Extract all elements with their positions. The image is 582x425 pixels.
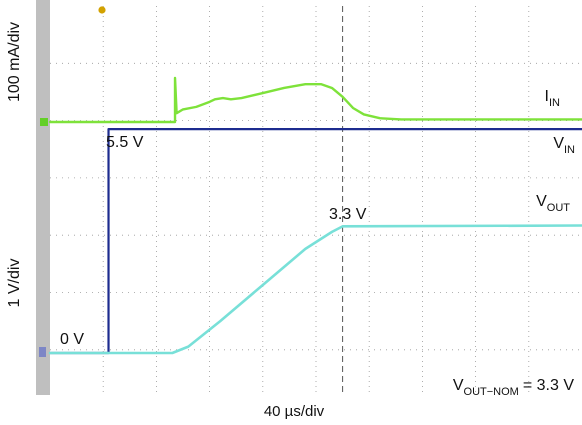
vin-label-sub: IN [564, 144, 575, 156]
vout-nominal-value: = 3.3 V [523, 377, 574, 394]
vin-label: VIN [553, 135, 575, 156]
ground-marker-blue [39, 347, 46, 357]
vin-high-level-label: 5.5 V [106, 134, 144, 151]
vout-label: VOUT [536, 193, 570, 214]
vout-nominal-annotation: VOUT−NOM = 3.3 V [453, 377, 574, 398]
current-trace [48, 76, 582, 124]
iin-label-sub: IN [549, 97, 560, 109]
vout-nominal-sub: OUT−NOM [464, 386, 519, 398]
vout-axis-label: 1 V/div [6, 259, 23, 308]
iin-label: IIN [545, 88, 561, 109]
vout-label-main: V [536, 193, 547, 210]
trace-layer [48, 76, 582, 355]
ground-marker-green [40, 118, 48, 126]
vin-label-main: V [553, 135, 564, 152]
vin-low-level-label: 0 V [60, 331, 84, 348]
x-axis-label: 40 µs/div [264, 403, 325, 420]
vout-level-label: 3.3 V [329, 206, 367, 223]
iin-label-main: I [545, 88, 549, 105]
vout-nominal-main: V [453, 377, 464, 394]
marker-layer [39, 6, 106, 357]
vout-trace [48, 224, 582, 355]
vout-label-sub: OUT [547, 202, 571, 214]
left-strip [36, 0, 50, 395]
trigger-marker-icon [98, 6, 106, 14]
current-axis-label: 100 mA/div [6, 22, 23, 102]
